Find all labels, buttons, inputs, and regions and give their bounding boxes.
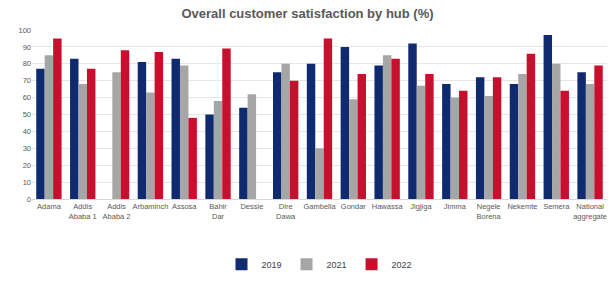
svg-text:Adama: Adama	[37, 202, 62, 211]
svg-text:BahirDar: BahirDar	[209, 202, 227, 221]
svg-text:60: 60	[23, 93, 31, 102]
svg-text:80: 80	[23, 59, 31, 68]
svg-text:50: 50	[23, 110, 31, 119]
svg-text:Nationalaggregate: Nationalaggregate	[573, 202, 607, 221]
svg-text:Semera: Semera	[543, 202, 570, 211]
svg-text:10: 10	[23, 178, 31, 187]
svg-text:Dessie: Dessie	[240, 202, 263, 211]
svg-text:AddisAbaba 1: AddisAbaba 1	[69, 202, 97, 221]
svg-text:20: 20	[23, 161, 31, 170]
svg-text:2021: 2021	[327, 260, 347, 270]
svg-text:70: 70	[23, 76, 31, 85]
svg-text:30: 30	[23, 144, 31, 153]
svg-text:Assosa: Assosa	[172, 202, 197, 211]
svg-text:AddisAbaba 2: AddisAbaba 2	[103, 202, 131, 221]
svg-text:90: 90	[23, 43, 31, 52]
svg-text:Gambella: Gambella	[303, 202, 336, 211]
svg-text:Hawassa: Hawassa	[372, 202, 404, 211]
svg-text:40: 40	[23, 127, 31, 136]
svg-text:0: 0	[27, 195, 31, 204]
svg-text:Gondar: Gondar	[341, 202, 367, 211]
svg-text:Jigjiga: Jigjiga	[410, 202, 432, 211]
svg-text:DireDawa: DireDawa	[276, 202, 296, 221]
svg-text:Nekemte: Nekemte	[507, 202, 537, 211]
svg-text:Arbaminch: Arbaminch	[132, 202, 168, 211]
svg-text:Jimma: Jimma	[444, 202, 467, 211]
svg-text:NegeleBorena: NegeleBorena	[477, 202, 502, 221]
svg-text:2022: 2022	[392, 260, 412, 270]
svg-text:100: 100	[18, 26, 31, 35]
svg-text:Overall customer satisfaction: Overall customer satisfaction by hub (%)	[181, 6, 433, 21]
svg-text:2019: 2019	[262, 260, 282, 270]
